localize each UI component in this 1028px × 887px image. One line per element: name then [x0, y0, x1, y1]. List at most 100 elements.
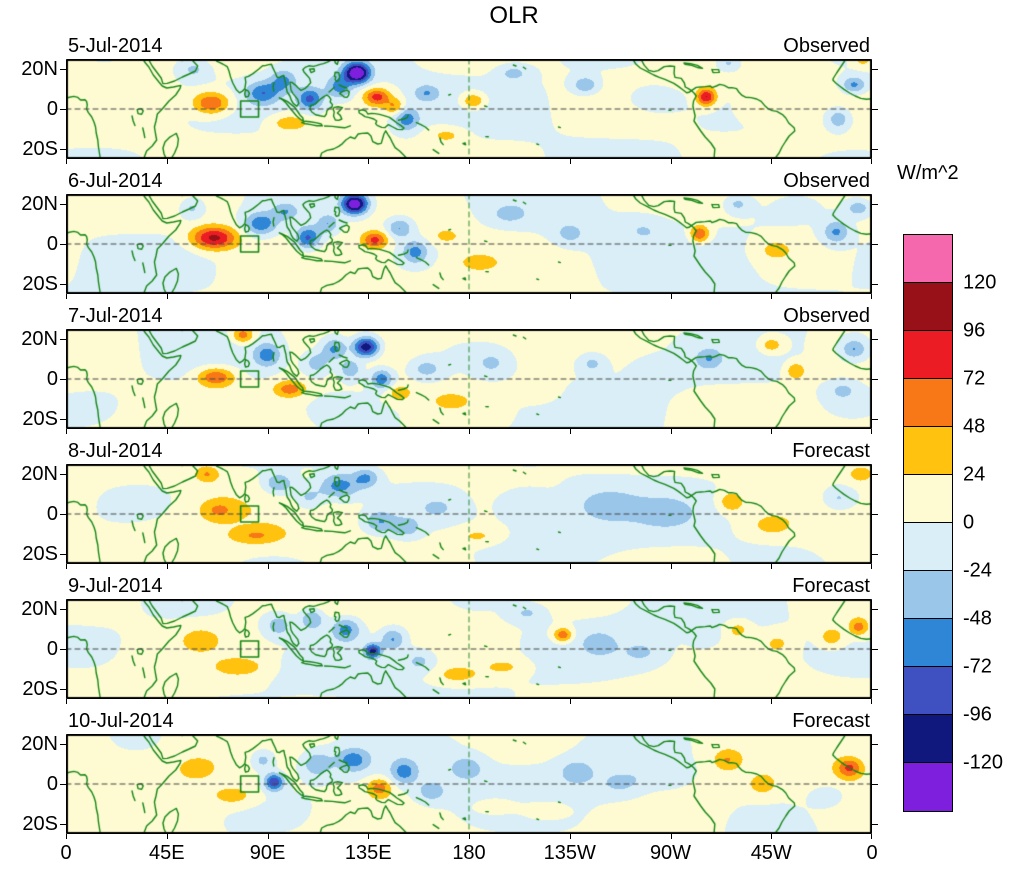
axis-tick — [872, 513, 878, 515]
axis-tick — [872, 473, 878, 475]
axis-tick — [167, 429, 168, 434]
x-tick-label: 90W — [649, 842, 692, 864]
axis-tick — [60, 283, 66, 285]
axis-tick — [871, 834, 872, 839]
x-tick-label: 0 — [60, 842, 72, 864]
y-tick-label: 20N — [21, 598, 58, 620]
colorbar-tick-label: 48 — [963, 415, 986, 438]
axis-tick — [66, 699, 67, 704]
axis-tick — [368, 294, 369, 299]
olr-map-canvas — [66, 59, 872, 159]
olr-map-canvas — [66, 734, 872, 834]
axis-tick — [66, 294, 67, 299]
colorbar-segment — [904, 619, 952, 667]
x-tick-strip — [66, 429, 872, 435]
axis-tick — [268, 834, 269, 839]
axis-tick — [671, 564, 672, 569]
axis-tick — [368, 564, 369, 569]
axis-tick — [368, 834, 369, 839]
panel-header: 8-Jul-2014 Forecast — [66, 435, 872, 464]
olr-map-canvas — [66, 464, 872, 564]
axis-tick — [872, 338, 878, 340]
y-tick-label: 0 — [46, 368, 58, 390]
colorbar-tick-label: 120 — [963, 271, 997, 294]
colorbar-tick-label: 72 — [963, 367, 986, 390]
y-tick-label: 20N — [21, 58, 58, 80]
axis-tick — [469, 699, 470, 704]
axis-tick — [872, 823, 878, 825]
map-area: 20N 0 20S — [21, 328, 878, 430]
axis-tick — [268, 294, 269, 299]
axis-tick — [60, 203, 66, 205]
axis-tick — [872, 688, 878, 690]
x-tick-label: 180 — [452, 842, 486, 864]
panel-date-label: 7-Jul-2014 — [68, 305, 163, 327]
axis-tick — [872, 418, 878, 420]
colorbar-tick-label: -72 — [963, 655, 992, 678]
axis-tick — [671, 699, 672, 704]
x-tick-label: 90E — [249, 842, 286, 864]
axis-tick — [671, 294, 672, 299]
y-tick-label: 20N — [21, 328, 58, 350]
axis-tick — [871, 159, 872, 164]
axis-tick — [60, 513, 66, 515]
y-tick-label: 0 — [46, 638, 58, 660]
panel-date-label: 8-Jul-2014 — [68, 440, 163, 462]
axis-tick — [60, 243, 66, 245]
colorbar-segment — [904, 667, 952, 715]
axis-tick — [60, 648, 66, 650]
colorbar-unit-label: W/m^2 — [897, 162, 959, 184]
axis-tick — [66, 159, 67, 164]
x-tick-label: 135E — [344, 842, 392, 864]
y-tick-label: 20S — [22, 138, 58, 160]
axis-tick — [167, 294, 168, 299]
olr-map-canvas — [66, 599, 872, 699]
axis-tick — [871, 429, 872, 434]
axis-tick — [771, 834, 772, 839]
axis-tick — [872, 553, 878, 555]
axis-tick — [60, 378, 66, 380]
map-area: 20N 0 20S — [21, 598, 878, 700]
panel-header: 6-Jul-2014 Observed — [66, 165, 872, 194]
panel-2: 6-Jul-2014 Observed 20N 0 20S — [21, 165, 878, 300]
axis-tick — [771, 429, 772, 434]
map-area: 20N 0 20S — [21, 463, 878, 565]
axis-tick — [771, 159, 772, 164]
x-tick-strip — [66, 699, 872, 705]
axis-tick — [871, 699, 872, 704]
axis-tick — [60, 148, 66, 150]
colorbar-tick-label: 0 — [963, 511, 975, 534]
axis-tick — [671, 429, 672, 434]
x-tick-label: 135W — [543, 842, 596, 864]
axis-tick — [872, 378, 878, 380]
olr-map-canvas — [66, 194, 872, 294]
x-axis: 0 45E 90E 135E 180 135W 90W 45W 0 — [60, 842, 877, 868]
panel-header: 10-Jul-2014 Forecast — [66, 705, 872, 734]
axis-tick — [368, 159, 369, 164]
axis-tick — [671, 834, 672, 839]
y-tick-label: 20S — [22, 678, 58, 700]
panel-6: 10-Jul-2014 Forecast 20N 0 20S — [21, 705, 878, 840]
x-tick-strip — [66, 294, 872, 300]
olr-map-canvas — [66, 329, 872, 429]
axis-tick — [167, 564, 168, 569]
panel-stack: 5-Jul-2014 Observed 20N 0 20S 6-Jul-2014 Obser… — [21, 30, 878, 840]
axis-tick — [60, 743, 66, 745]
panel-date-label: 5-Jul-2014 — [68, 35, 163, 57]
colorbar-tick-label: -96 — [963, 703, 992, 726]
colorbar — [903, 234, 953, 812]
colorbar-segment — [904, 427, 952, 475]
y-tick-label: 20S — [22, 813, 58, 835]
panel-type-label: Observed — [783, 35, 870, 57]
y-tick-label: 20N — [21, 463, 58, 485]
axis-tick — [872, 743, 878, 745]
axis-tick — [167, 834, 168, 839]
axis-tick — [60, 68, 66, 70]
x-tick-label: 0 — [866, 842, 878, 864]
panel-type-label: Forecast — [792, 440, 870, 462]
colorbar-tick-label: -48 — [963, 607, 992, 630]
axis-tick — [60, 783, 66, 785]
axis-tick — [871, 564, 872, 569]
axis-tick — [872, 68, 878, 70]
